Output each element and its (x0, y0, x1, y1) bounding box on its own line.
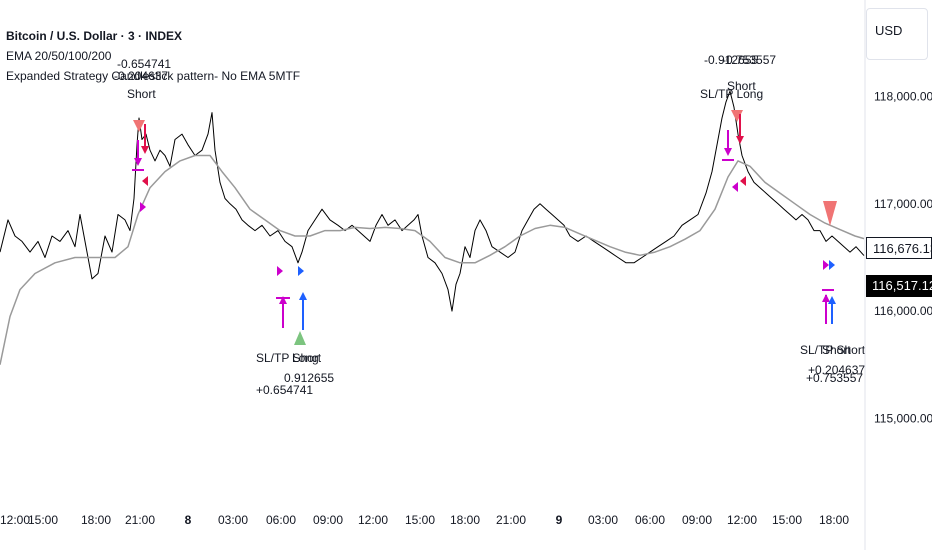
sl-tp-flag (140, 202, 146, 212)
trade-label: SL/TP Short (800, 343, 866, 357)
last-price-tag: 116,517.12 (866, 275, 932, 297)
x-tick-label: 15:00 (405, 513, 435, 527)
sl-tp-flag (823, 260, 829, 270)
trade-label: Short (727, 79, 756, 93)
x-tick-label: 9 (556, 513, 563, 527)
trade-label: Long (292, 351, 319, 365)
sl-tp-arrow-head (279, 296, 287, 304)
trade-label: -0.912655 (704, 53, 758, 67)
symbol-title[interactable]: Bitcoin / U.S. Dollar · 3 · INDEX (6, 29, 183, 43)
ema-series-line (0, 154, 865, 365)
trade-label: -0.204637 (114, 69, 168, 83)
y-tick-label: 118,000.00 (874, 90, 932, 104)
trade-label: +0.753557 (806, 371, 863, 385)
x-tick-label: 8 (185, 513, 192, 527)
currency-button[interactable]: USD (866, 8, 928, 60)
sl-tp-arrow-head (134, 158, 142, 166)
price-series-line (0, 90, 865, 312)
sl-tp-arrow-head (822, 294, 830, 302)
sl-tp-flag (732, 182, 738, 192)
exit-arrow-long-head (828, 296, 836, 304)
x-tick-label: 18:00 (81, 513, 111, 527)
x-tick-label: 03:00 (588, 513, 618, 527)
trade-label: +0.654741 (256, 383, 313, 397)
x-tick-label: 12:00 (358, 513, 388, 527)
x-tick-label: 06:00 (266, 513, 296, 527)
short-entry-triangle (823, 201, 837, 226)
x-tick-label: 15:00 (772, 513, 802, 527)
x-tick-label: 03:00 (218, 513, 248, 527)
y-tick-label: 117,000.00 (874, 197, 932, 211)
trade-label: SL/TP Short (256, 351, 322, 365)
short-entry-triangle (731, 110, 743, 122)
exit-arrow-short-head (141, 146, 149, 154)
ema-price-tag: 116,676.13 (866, 237, 932, 259)
price-axis[interactable]: 118,000.00 117,000.00 116,000.00 115,000.00 (864, 0, 932, 550)
trade-label: 0.912655 (284, 371, 334, 385)
x-tick-label: 12:00 (0, 513, 30, 527)
x-tick-label: 18:00 (819, 513, 849, 527)
y-tick-label: 116,000.00 (874, 304, 932, 318)
sl-tp-flag (277, 266, 283, 276)
x-tick-label: 15:00 (28, 513, 58, 527)
indicator-ema-label[interactable]: EMA 20/50/100/200 (6, 49, 112, 63)
trade-markers (132, 110, 837, 345)
x-tick-label: 12:00 (727, 513, 757, 527)
sl-tp-arrow-head (724, 148, 732, 156)
x-tick-label: 09:00 (682, 513, 712, 527)
exit-flag (142, 176, 148, 186)
trade-label: -0.654741 (117, 57, 171, 71)
trade-label: SL/TP Long (700, 87, 763, 101)
trade-label: Short (822, 343, 851, 357)
exit-flag (829, 260, 835, 270)
trade-label: -0.753557 (722, 53, 776, 67)
exit-arrow-long-head (299, 292, 307, 300)
plot-area[interactable] (0, 90, 865, 365)
exit-long-flag (298, 266, 304, 276)
x-tick-label: 09:00 (313, 513, 343, 527)
exit-flag (740, 176, 746, 186)
chart-legend: Bitcoin / U.S. Dollar · 3 · INDEX EMA 20… (6, 26, 300, 86)
x-tick-label: 06:00 (635, 513, 665, 527)
trade-label: Short (127, 87, 156, 101)
indicator-strategy-label[interactable]: Expanded Strategy Candlestick pattern- N… (6, 69, 301, 83)
long-entry-triangle (294, 331, 306, 345)
y-tick-label: 115,000.00 (874, 411, 932, 425)
trade-label: +0.204637 (808, 363, 865, 377)
x-tick-label: 21:00 (496, 513, 526, 527)
exit-arrow-short-head (736, 136, 744, 144)
x-tick-label: 18:00 (450, 513, 480, 527)
short-entry-triangle (133, 120, 145, 132)
x-tick-label: 21:00 (125, 513, 155, 527)
trade-labels: -0.654741 -0.204637 Short -0.912655 -0.7… (114, 53, 866, 397)
